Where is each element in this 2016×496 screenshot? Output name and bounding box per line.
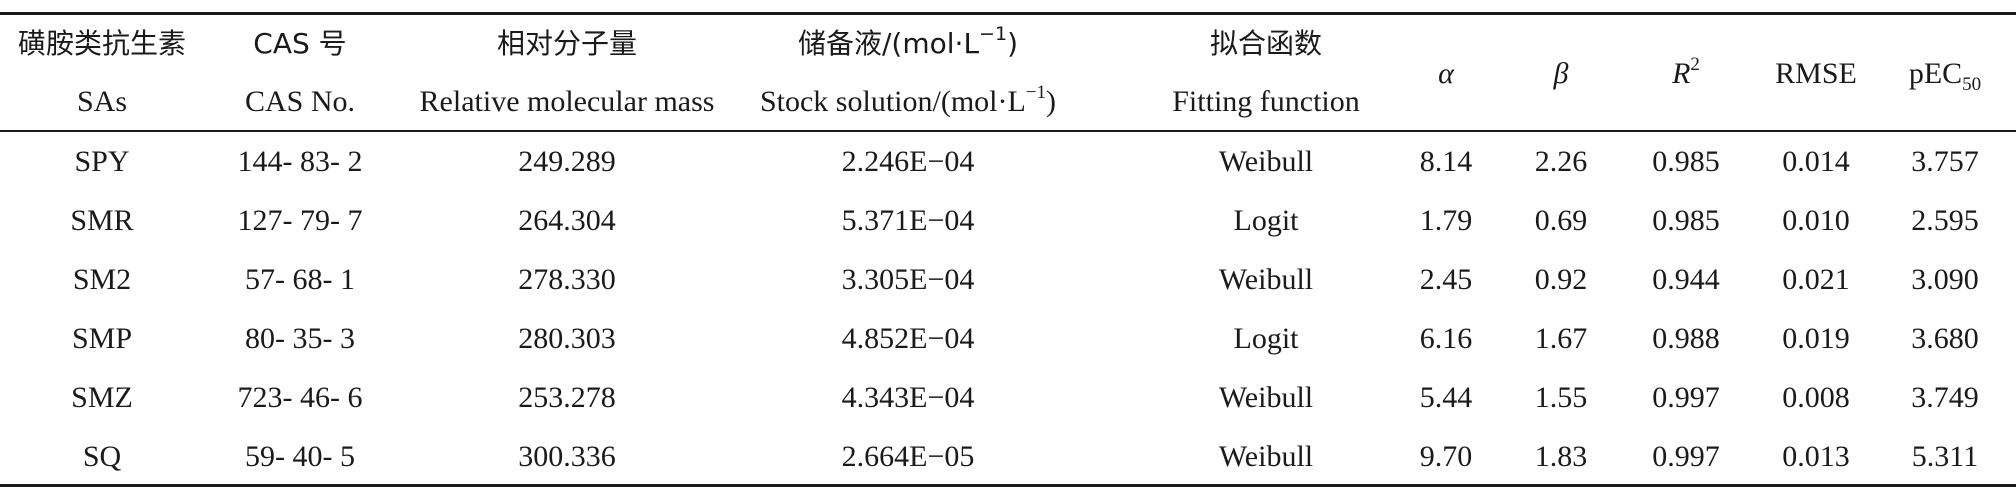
header-beta: β [1553, 57, 1569, 90]
header-pec50: pEC50 [1908, 57, 1982, 95]
cell-beta: 1.67 [1534, 322, 1588, 355]
cell-alpha: 9.70 [1419, 440, 1473, 473]
cell-beta: 1.55 [1534, 381, 1588, 414]
cell-pec50: 3.090 [1911, 263, 1979, 296]
cell-fit: Weibull [1218, 440, 1314, 473]
cell-stock: 2.664E−05 [841, 440, 975, 473]
cell-beta: 2.26 [1534, 145, 1588, 178]
cell-stock: 4.852E−04 [841, 322, 975, 355]
cell-rmse: 0.021 [1782, 263, 1850, 296]
cell-sa: SMZ [71, 381, 133, 414]
cell-alpha: 2.45 [1419, 263, 1473, 296]
cell-mass: 300.336 [518, 440, 616, 473]
cell-rmse: 0.008 [1782, 381, 1850, 414]
cell-stock: 4.343E−04 [841, 381, 975, 414]
header-fit-cn: 拟合函数 [1209, 27, 1323, 60]
cell-pec50: 2.595 [1911, 204, 1979, 237]
cell-r2: 0.944 [1652, 263, 1720, 296]
cell-cas: 57- 68- 1 [245, 263, 355, 296]
cell-pec50: 3.757 [1911, 145, 1979, 178]
cell-pec50: 3.749 [1911, 381, 1979, 414]
cell-r2: 0.988 [1652, 322, 1720, 355]
header-fit-en: Fitting function [1172, 85, 1360, 118]
cell-mass: 278.330 [518, 263, 616, 296]
cell-cas: 59- 40- 5 [245, 440, 355, 473]
header-cas-en: CAS No. [244, 85, 356, 118]
header-stock-en: Stock solution/(mol·L−1) [759, 82, 1057, 118]
cell-pec50: 5.311 [1911, 440, 1979, 473]
cell-stock: 3.305E−04 [841, 263, 975, 296]
cell-mass: 280.303 [518, 322, 616, 355]
cell-sa: SM2 [72, 263, 132, 296]
table-header-rule [0, 130, 2016, 132]
cell-stock: 2.246E−04 [841, 145, 975, 178]
cell-cas: 144- 83- 2 [237, 145, 363, 178]
cell-cas: 80- 35- 3 [245, 322, 355, 355]
cell-r2: 0.997 [1652, 381, 1720, 414]
header-r2: R2 [1672, 54, 1700, 90]
cell-rmse: 0.013 [1782, 440, 1850, 473]
cell-mass: 249.289 [518, 145, 616, 178]
cell-rmse: 0.010 [1782, 204, 1850, 237]
cell-mass: 264.304 [518, 204, 616, 237]
cell-stock: 5.371E−04 [841, 204, 975, 237]
header-alpha: α [1438, 57, 1454, 90]
cell-beta: 1.83 [1534, 440, 1588, 473]
header-stock-cn: 储备液/(mol·L−1) [798, 23, 1018, 61]
header-sas-en: SAs [76, 85, 128, 118]
cell-cas: 723- 46- 6 [237, 381, 363, 414]
table-bottom-rule [0, 484, 2016, 487]
cell-sa: SMP [71, 322, 133, 355]
cell-sa: SQ [82, 440, 122, 473]
header-rmse: RMSE [1775, 57, 1857, 90]
header-mass-en: Relative molecular mass [419, 85, 715, 118]
cell-fit: Logit [1233, 322, 1299, 355]
cell-beta: 0.69 [1534, 204, 1588, 237]
cell-fit: Weibull [1218, 145, 1314, 178]
cell-alpha: 8.14 [1419, 145, 1473, 178]
header-cas-cn: CAS 号 [253, 27, 347, 60]
cell-sa: SPY [74, 145, 130, 178]
cell-r2: 0.985 [1652, 145, 1720, 178]
cell-sa: SMR [70, 204, 134, 237]
header-mass-cn: 相对分子量 [496, 27, 638, 60]
cell-r2: 0.997 [1652, 440, 1720, 473]
cell-beta: 0.92 [1534, 263, 1588, 296]
cell-mass: 253.278 [518, 381, 616, 414]
cell-fit: Weibull [1218, 263, 1314, 296]
cell-alpha: 6.16 [1419, 322, 1473, 355]
cell-r2: 0.985 [1652, 204, 1720, 237]
header-sas-cn: 磺胺类抗生素 [17, 27, 187, 60]
table-top-rule [0, 12, 2016, 15]
cell-pec50: 3.680 [1911, 322, 1979, 355]
cell-alpha: 1.79 [1419, 204, 1473, 237]
cell-alpha: 5.44 [1419, 381, 1473, 414]
cell-fit: Logit [1233, 204, 1299, 237]
cell-rmse: 0.019 [1782, 322, 1850, 355]
cell-rmse: 0.014 [1782, 145, 1850, 178]
cell-fit: Weibull [1218, 381, 1314, 414]
cell-cas: 127- 79- 7 [237, 204, 363, 237]
